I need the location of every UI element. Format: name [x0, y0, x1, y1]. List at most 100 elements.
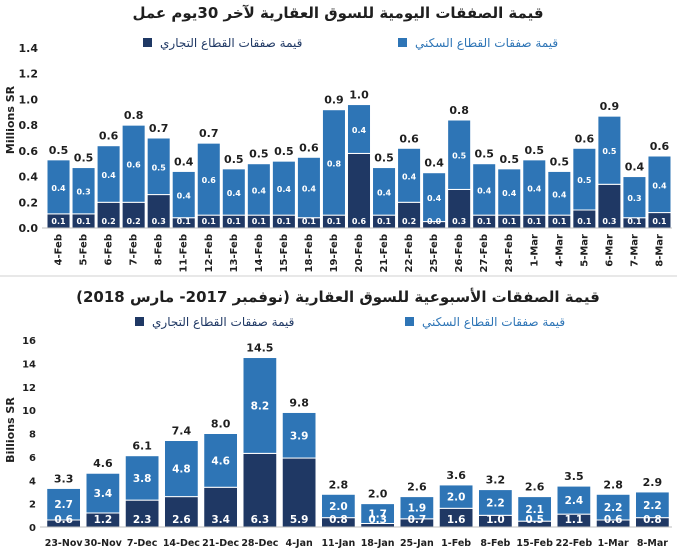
daily-total-label: 0.5 [224, 153, 244, 166]
daily-label-commercial: 0.1 [652, 217, 667, 226]
weekly-label-residential: 4.8 [172, 464, 191, 476]
weekly-label-commercial: 0.5 [525, 514, 544, 526]
daily-x-tick-label: 18-Feb [304, 234, 315, 272]
daily-total-label: 0.5 [49, 144, 69, 157]
daily-label-residential: 0.4 [527, 185, 542, 194]
daily-bar-residential [647, 155, 672, 214]
daily-label-commercial: 0.1 [377, 217, 392, 226]
daily-total-label: 0.5 [525, 144, 545, 157]
weekly-y-tick-label: 14 [22, 359, 36, 370]
daily-label-residential: 0.4 [252, 186, 267, 195]
daily-total-label: 0.8 [124, 109, 144, 122]
weekly-total-label: 2.8 [329, 478, 349, 491]
weekly-legend-residential-label: قيمة صفقات القطاع السكني [422, 315, 565, 329]
daily-bar-residential [196, 142, 221, 216]
weekly-label-residential: 2.2 [604, 502, 623, 514]
weekly-x-tick-label: 11-Jan [321, 538, 355, 549]
weekly-label-residential: 2.2 [486, 497, 505, 509]
daily-total-label: 0.9 [600, 100, 620, 113]
daily-bars: 0.1 0.4 0.5 0.1 0.3 0.5 0.2 0.4 0.6 0.2 0.6 0.8 0.3 0… [46, 89, 672, 229]
daily-bar-residential [296, 156, 321, 219]
daily-y-tick-label: 1.0 [19, 93, 39, 106]
daily-total-label: 0.7 [199, 127, 219, 140]
weekly-bar-residential [203, 433, 239, 488]
weekly-total-label: 3.6 [446, 469, 466, 482]
daily-x-tick-label: 7-Feb [129, 234, 140, 265]
daily-x-tick-label: 5-Mar [579, 234, 590, 267]
daily-bar-residential [46, 159, 71, 215]
daily-label-residential: 0.4 [277, 185, 292, 194]
weekly-label-commercial: 1.6 [447, 514, 466, 526]
daily-y-tick-label: 0.2 [19, 196, 39, 209]
daily-bar-residential [96, 145, 121, 203]
weekly-bars: 0.6 2.7 3.3 1.2 3.4 4.6 2.3 3.8 6.1 2.6 4.8 7.4 3.4 4… [46, 342, 670, 528]
weekly-bar-residential [320, 493, 356, 519]
daily-bar-residential [372, 167, 397, 216]
weekly-bar-residential [281, 411, 317, 459]
weekly-bar-residential [163, 440, 199, 498]
weekly-chart-title: قيمة الصفقات الأسبوعية للسوق العقارية (ن… [76, 288, 600, 306]
weekly-total-label: 14.5 [246, 342, 273, 355]
weekly-label-residential: 4.6 [211, 455, 230, 467]
daily-label-residential: 0.4 [177, 192, 192, 201]
weekly-total-label: 2.6 [407, 481, 427, 494]
weekly-total-label: 9.8 [289, 396, 309, 409]
daily-bar-residential [622, 176, 647, 219]
weekly-label-commercial: 2.6 [172, 514, 191, 526]
daily-label-commercial: 0.1 [202, 217, 217, 226]
weekly-x-tick-label: 8-Feb [480, 538, 510, 549]
daily-label-residential: 0.4 [352, 126, 367, 135]
daily-x-tick-label: 4-Mar [554, 234, 565, 267]
daily-y-tick-label: 0.8 [19, 119, 39, 132]
weekly-label-residential: 2.7 [54, 499, 73, 511]
daily-label-residential: 0.4 [552, 190, 567, 199]
daily-label-commercial: 0.1 [552, 217, 567, 226]
daily-x-tick-label: 20-Feb [354, 234, 365, 272]
daily-total-label: 0.6 [99, 130, 119, 143]
daily-y-ticks: 0.0 0.2 0.4 0.6 0.8 1.0 1.2 1.4 [19, 42, 39, 235]
daily-total-label: 0.5 [374, 152, 394, 165]
daily-label-residential: 0.4 [502, 189, 517, 198]
daily-label-commercial: 0.3 [152, 217, 166, 226]
daily-x-tick-label: 25-Feb [429, 234, 440, 272]
weekly-legend-commercial-swatch [135, 317, 144, 326]
weekly-bar-residential [46, 487, 82, 521]
weekly-y-tick-label: 16 [22, 336, 36, 347]
daily-total-label: 0.5 [550, 155, 570, 168]
daily-label-residential: 0.4 [402, 172, 417, 181]
daily-label-commercial: 0.1 [177, 217, 192, 226]
daily-label-residential: 0.4 [427, 194, 442, 203]
daily-x-tick-label: 8-Mar [654, 234, 665, 267]
daily-total-label: 0.6 [650, 140, 670, 153]
daily-label-residential: 0.5 [602, 147, 617, 156]
daily-label-commercial: 0.1 [51, 217, 66, 226]
daily-x-tick-label: 15-Feb [279, 234, 290, 272]
weekly-total-label: 3.2 [486, 474, 506, 487]
weekly-x-tick-label: 25-Jan [400, 538, 434, 549]
weekly-label-commercial: 0.3 [368, 514, 387, 526]
weekly-label-residential: 1.9 [408, 503, 427, 515]
daily-bar-residential [422, 172, 447, 223]
daily-total-label: 0.6 [575, 132, 595, 145]
daily-bar-residential [472, 163, 497, 216]
daily-label-commercial: 0.2 [102, 217, 116, 226]
weekly-x-tick-label: 4-Jan [285, 538, 312, 549]
weekly-label-residential: 2.0 [447, 492, 466, 504]
daily-total-label: 0.5 [249, 148, 269, 161]
daily-label-commercial: 0.0 [427, 217, 442, 226]
weekly-bar-commercial [124, 499, 160, 528]
daily-total-label: 0.8 [449, 104, 469, 117]
daily-x-tick-label: 19-Feb [329, 234, 340, 272]
weekly-label-residential: 2.2 [643, 500, 662, 512]
daily-total-label: 0.4 [625, 161, 645, 174]
daily-total-label: 0.5 [499, 153, 519, 166]
daily-x-tick-label: 8-Feb [154, 234, 165, 265]
daily-x-tick-label: 7-Mar [629, 234, 640, 267]
daily-bar-residential [447, 119, 472, 190]
daily-x-tick-label: 1-Mar [529, 234, 540, 267]
daily-total-label: 0.7 [149, 122, 169, 135]
daily-label-commercial: 0.2 [402, 217, 416, 226]
weekly-legend-commercial-label: قيمة صفقات القطاع التجاري [152, 315, 294, 330]
weekly-label-residential: 2.1 [525, 504, 544, 516]
